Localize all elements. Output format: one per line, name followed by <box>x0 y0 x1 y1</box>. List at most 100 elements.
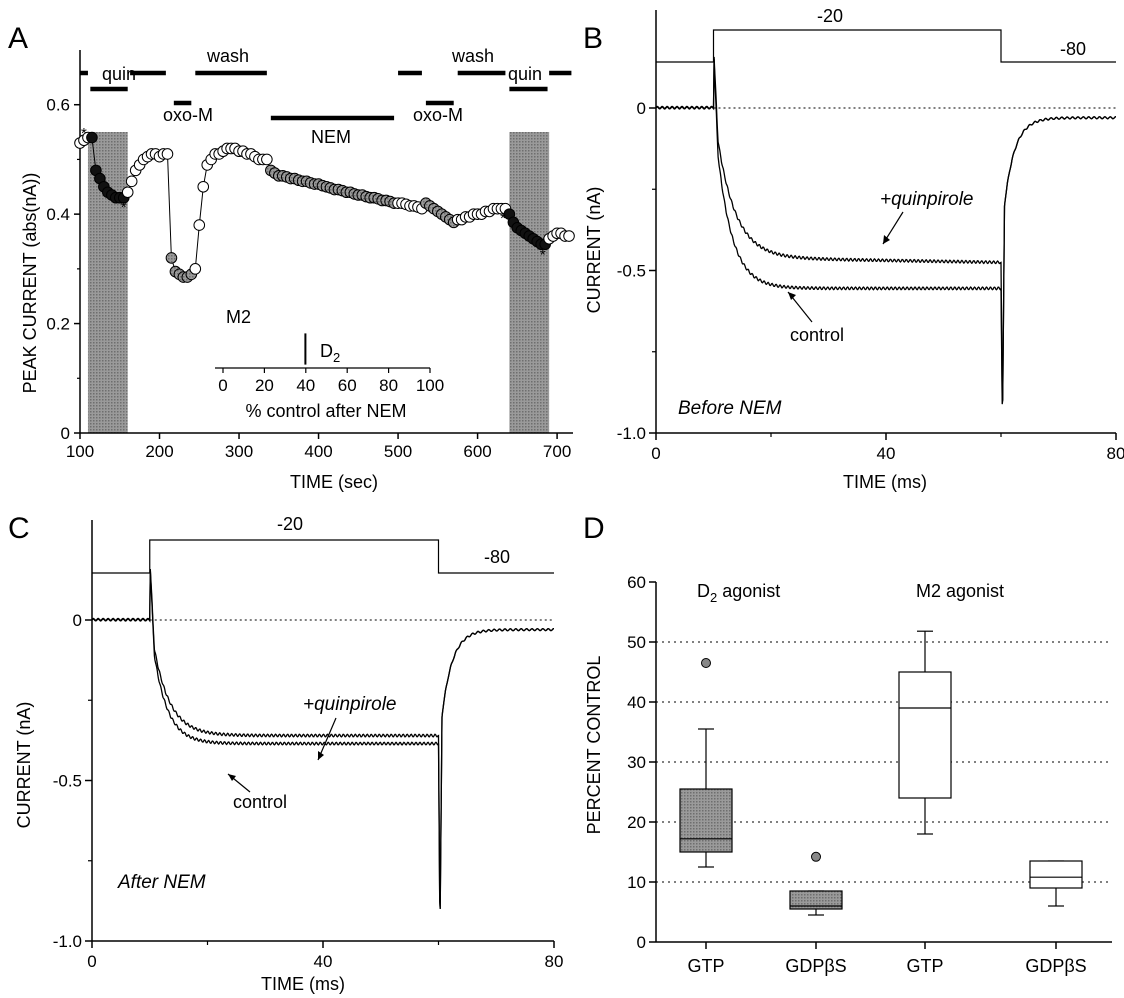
panel-d: D 0 10 20 30 40 50 60 GTP GDPβS GTP GDPβS D2 agoni… <box>583 512 1112 976</box>
y-tick-label: 60 <box>627 573 646 592</box>
group-d2-label: D2 agonist <box>697 581 780 605</box>
data-point <box>125 175 138 188</box>
control-arrowhead <box>228 774 236 781</box>
y-tick-label: 0 <box>637 99 646 118</box>
voltage-step <box>656 29 1116 63</box>
data-point <box>165 252 178 264</box>
oxo-m-label-2: oxo-M <box>413 105 463 125</box>
x-axis-label: TIME (ms) <box>843 472 927 492</box>
inset-x-tick-label: 20 <box>255 376 274 395</box>
quin-label-1: quin <box>102 64 136 84</box>
y-axis-label: PERCENT CONTROL <box>584 656 604 835</box>
y-tick-label: 0 <box>637 933 646 952</box>
asterisk: * <box>121 199 127 216</box>
current-traces: 0 40 80 -1.0 -0.5 0 <box>617 10 1124 463</box>
condition-label: Before NEM <box>678 398 782 419</box>
quinpirole-trace <box>91 568 554 909</box>
y-tick-label: 10 <box>627 873 646 892</box>
data-point <box>563 230 575 242</box>
step-high-label: -20 <box>817 6 843 26</box>
data-point <box>261 153 273 166</box>
asterisk: * <box>500 210 506 227</box>
x-tick-label: 500 <box>384 442 412 461</box>
y-tick-label: 50 <box>627 633 646 652</box>
data-point <box>121 186 134 199</box>
y-axis-label: PEAK CURRENT (abs(nA)) <box>20 173 40 394</box>
quinpirole-arrowhead <box>318 751 324 760</box>
x-tick-label: 400 <box>304 442 332 461</box>
inset-x-tick-label: 80 <box>379 376 398 395</box>
x-tick-label: 0 <box>87 952 96 971</box>
voltage-step <box>92 539 554 574</box>
quinpirole-label: +quinpirole <box>303 694 397 715</box>
x-tick-label: 40 <box>314 952 333 971</box>
y-axis-label: CURRENT (nA) <box>14 702 34 829</box>
inset-d2-label: D2 <box>320 341 340 365</box>
box <box>1029 860 1083 889</box>
treatment-bars <box>80 70 572 121</box>
y-tick-label: -1.0 <box>617 424 646 443</box>
y-tick-label: 40 <box>627 693 646 712</box>
x-tick-label: 100 <box>66 442 94 461</box>
y-tick-label: 0 <box>61 424 70 443</box>
box <box>679 788 733 853</box>
panel-d-letter: D <box>583 512 605 545</box>
panel-b: B 0 40 80 -1.0 -0.5 0 -20 -80 +quinpirole con… <box>583 6 1124 492</box>
inset-bar-d2 <box>304 333 307 365</box>
x-tick-label: 600 <box>463 442 491 461</box>
wash-label-1: wash <box>206 46 249 66</box>
y-tick-label: 0.6 <box>46 96 70 115</box>
x-tick-label: GDPβS <box>1025 956 1086 976</box>
x-tick-label: GTP <box>906 956 943 976</box>
inset-bar-chart: 0 20 40 60 80 100 <box>215 333 444 395</box>
data-point <box>189 263 202 275</box>
wash-label-2: wash <box>451 46 494 66</box>
quin-label-2: quin <box>508 64 542 84</box>
data-point <box>197 180 210 193</box>
inset-x-tick-label: 40 <box>296 376 315 395</box>
y-tick-label: 20 <box>627 813 646 832</box>
x-tick-label: 300 <box>225 442 253 461</box>
outlier-point <box>811 851 821 862</box>
y-tick-label: 0.2 <box>46 315 70 334</box>
control-label: control <box>233 792 287 812</box>
y-tick-label: 30 <box>627 753 646 772</box>
control-label: control <box>790 325 844 345</box>
y-tick-label: 0 <box>73 611 82 630</box>
inset-m2-label: M2 <box>226 307 251 327</box>
asterisk: * <box>81 125 87 142</box>
x-tick-label: GTP <box>687 956 724 976</box>
inset-x-label: % control after NEM <box>245 401 406 421</box>
inset-x-tick-label: 0 <box>218 376 227 395</box>
outlier-point <box>701 658 711 668</box>
asterisk: * <box>540 247 546 264</box>
shaded-intervals <box>87 132 550 433</box>
x-tick-label: GDPβS <box>785 956 846 976</box>
quinpirole-arrowhead <box>883 235 890 244</box>
x-tick-label: 700 <box>543 442 571 461</box>
step-low-label: -80 <box>484 547 510 567</box>
inset-x-tick-label: 60 <box>338 376 357 395</box>
box <box>789 890 843 910</box>
nem-label: NEM <box>311 127 351 147</box>
group-m2-label: M2 agonist <box>916 581 1004 601</box>
data-points <box>74 131 575 283</box>
shaded-interval <box>87 132 128 433</box>
step-low-label: -80 <box>1060 39 1086 59</box>
data-point <box>86 131 98 144</box>
x-tick-label: 80 <box>545 952 564 971</box>
panel-c-letter: C <box>8 512 30 545</box>
y-tick-label: -0.5 <box>617 262 646 281</box>
control-trace <box>655 58 1116 405</box>
oxo-m-label-1: oxo-M <box>163 105 213 125</box>
x-tick-label: 0 <box>651 444 660 463</box>
quinpirole-trace <box>655 56 1116 401</box>
panel-a-letter: A <box>8 22 28 55</box>
quinpirole-label: +quinpirole <box>880 189 974 210</box>
control-trace <box>91 569 554 909</box>
y-tick-label: -0.5 <box>53 772 82 791</box>
x-tick-label: 200 <box>145 442 173 461</box>
